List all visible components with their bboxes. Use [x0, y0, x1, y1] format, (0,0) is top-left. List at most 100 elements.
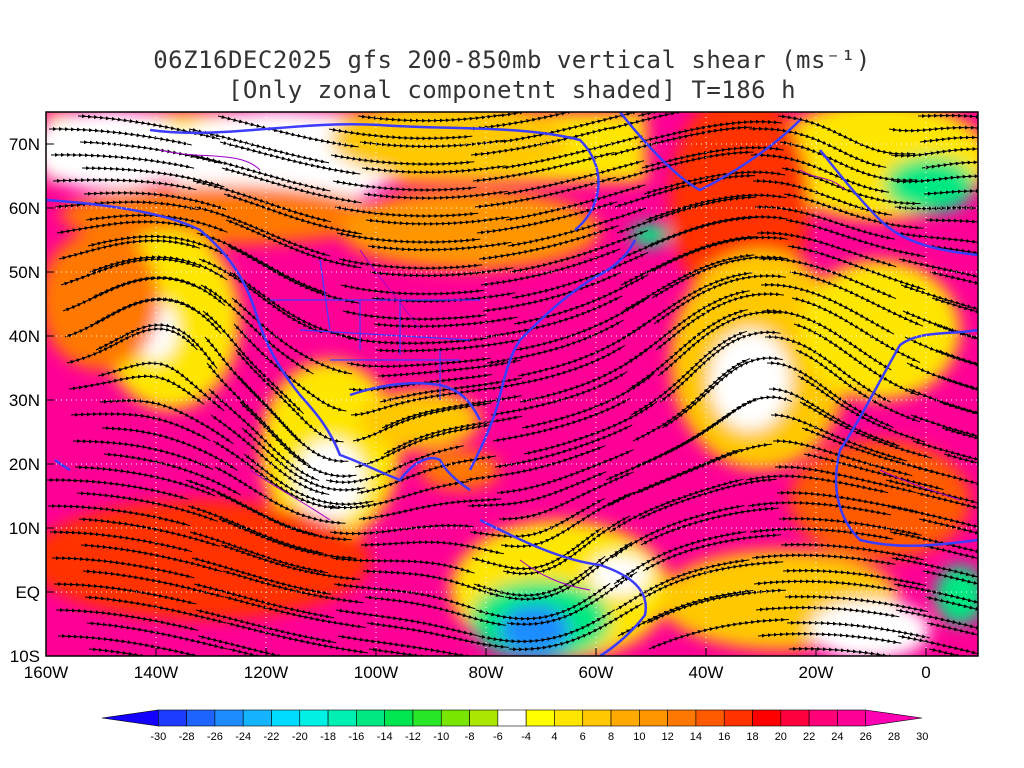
colorbar-swatch [271, 709, 301, 727]
streamline [786, 620, 930, 639]
colorbar-label: 4 [551, 731, 557, 743]
streamline [328, 127, 473, 141]
colorbar-swatch [837, 709, 867, 727]
x-label: 0 [921, 663, 930, 682]
streamline [931, 297, 978, 336]
colorbar-swatch [554, 709, 584, 727]
streamline [926, 621, 978, 656]
colorbar-swatch [356, 709, 385, 727]
colorbar-label: -26 [207, 731, 223, 743]
africa-coast [834, 328, 978, 547]
streamline [780, 542, 924, 561]
streamline [927, 244, 978, 274]
y-axis-ticks [46, 143, 54, 657]
streamline [68, 374, 205, 405]
colorbar-label: 22 [803, 731, 815, 743]
y-label: 50N [9, 263, 40, 282]
streamline [892, 174, 978, 184]
streamline [334, 205, 479, 219]
y-label: 20N [9, 455, 40, 474]
streamline [929, 270, 978, 306]
europe-coast [819, 149, 978, 257]
colorbar-swatch [327, 709, 357, 727]
colorbar-swatch [752, 709, 782, 727]
y-axis-labels: 70N 60N 50N 40N 30N 20N 10N EQ 10S [9, 135, 40, 666]
streamline [648, 617, 790, 650]
colorbar-swatch [469, 709, 499, 727]
streamline [97, 361, 225, 412]
y-label: 40N [9, 327, 40, 346]
streamline [50, 152, 195, 169]
colorbar-label: 14 [690, 731, 702, 743]
streamline [88, 647, 227, 656]
colorbar-label: 12 [662, 731, 674, 743]
streamline [941, 427, 978, 464]
streamline [896, 231, 978, 255]
streamline [330, 153, 475, 167]
colorbar-label: -18 [320, 731, 336, 743]
streamline [918, 517, 978, 553]
colorbar-label: -24 [235, 731, 251, 743]
colorbar-label: -6 [493, 731, 503, 743]
colorbar-swatch [525, 709, 555, 727]
colorbar-swatch [667, 709, 697, 727]
colorbar-swatch [186, 709, 216, 727]
colorbar-label: 28 [888, 731, 900, 743]
streamline [924, 595, 978, 631]
streamline [332, 179, 477, 193]
colorbar-swatch [695, 709, 725, 727]
colorbar-label: -22 [264, 731, 280, 743]
streamline [890, 147, 978, 158]
us-east-coast [468, 239, 637, 471]
hawaii-islands [54, 458, 71, 472]
streamline [914, 466, 978, 503]
colorbar-swatch [610, 709, 640, 727]
x-label: 20W [799, 663, 834, 682]
colorbar-label: -12 [405, 731, 421, 743]
north-america-coast [46, 198, 471, 492]
colorbar-swatch [242, 709, 272, 727]
y-label: 70N [9, 135, 40, 154]
streamline [788, 646, 928, 656]
colorbar-label: -4 [521, 731, 531, 743]
south-america-coast [479, 518, 648, 656]
colorbar-swatch [582, 709, 612, 727]
colorbar-label: 8 [608, 731, 614, 743]
colorbar: -30 -28 -26 -24 -22 -20 -18 -16 -14 -12 -10 -8 -6 -4 4… [101, 709, 928, 743]
coastlines [46, 112, 978, 656]
streamline [49, 126, 192, 146]
colorbar-swatch [157, 709, 187, 727]
streamline [935, 349, 978, 389]
colorbar-swatch [808, 709, 838, 727]
x-label: 160W [24, 663, 68, 682]
streamline [910, 414, 978, 455]
colorbar-label: 20 [775, 731, 787, 743]
streamline [66, 326, 198, 364]
streamline [918, 113, 978, 132]
canada-north [149, 122, 600, 231]
streamline [331, 556, 475, 574]
streamline [939, 401, 978, 439]
colorbar-swatch [299, 709, 329, 727]
colorbar-swatch [723, 709, 753, 727]
streamlines [46, 112, 978, 656]
colorbar-label: -20 [292, 731, 308, 743]
grid-lines [46, 112, 978, 656]
colorbar-label: 6 [580, 731, 586, 743]
x-axis-ticks [45, 648, 927, 656]
x-axis-labels: 160W 140W 120W 100W 80W 60W 40W 20W 0 [24, 663, 931, 682]
streamline [925, 218, 978, 239]
colorbar-label: -16 [348, 731, 364, 743]
x-label: 140W [134, 663, 178, 682]
y-label: 10N [9, 519, 40, 538]
chart-title: 06Z16DEC2025 gfs 200-850mb vertical shea… [153, 46, 871, 74]
y-label: 10S [10, 647, 40, 666]
colorbar-label: -30 [150, 731, 166, 743]
streamline [928, 647, 978, 656]
colorbar-label: 18 [746, 731, 758, 743]
x-label: 60W [579, 663, 614, 682]
streamline [784, 594, 928, 613]
colorbar-label: 26 [860, 731, 872, 743]
colorbar-swatch [639, 709, 668, 727]
